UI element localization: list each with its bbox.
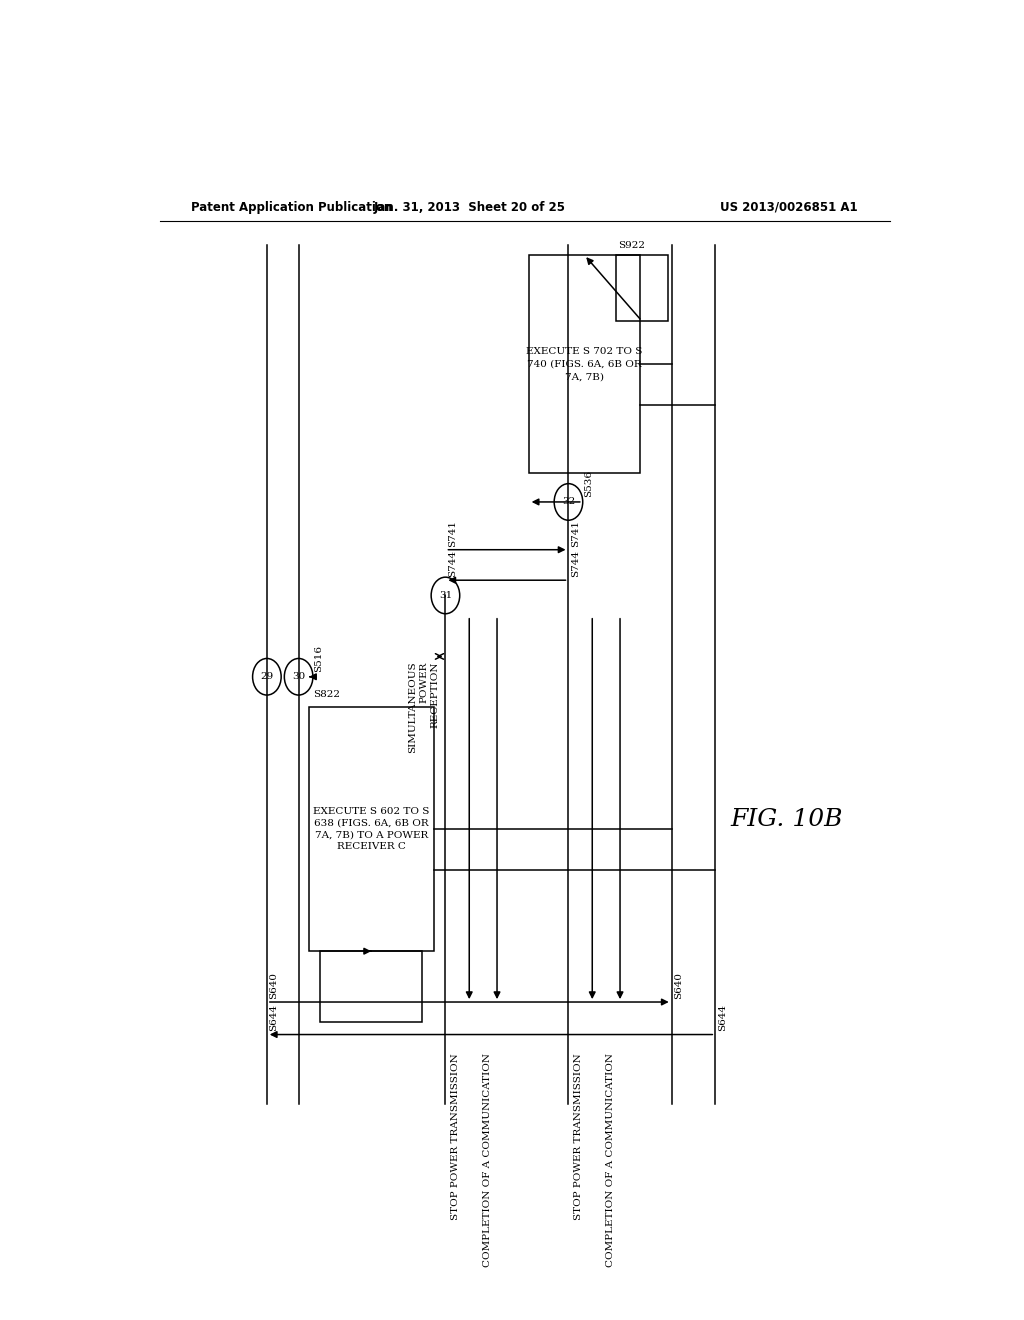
Text: S744: S744 bbox=[447, 550, 457, 577]
Text: 30: 30 bbox=[292, 672, 305, 681]
Text: S741: S741 bbox=[570, 520, 580, 546]
Text: Patent Application Publication: Patent Application Publication bbox=[191, 201, 393, 214]
Text: EXECUTE S 702 TO S
740 (FIGS. 6A, 6B OR
7A, 7B): EXECUTE S 702 TO S 740 (FIGS. 6A, 6B OR … bbox=[526, 347, 642, 381]
Text: 29: 29 bbox=[260, 672, 273, 681]
Text: US 2013/0026851 A1: US 2013/0026851 A1 bbox=[721, 201, 858, 214]
Text: STOP POWER TRANSMISSION: STOP POWER TRANSMISSION bbox=[452, 1053, 460, 1220]
Text: FIG. 10B: FIG. 10B bbox=[730, 808, 843, 830]
Text: 32: 32 bbox=[562, 498, 575, 507]
Text: STOP POWER TRANSMISSION: STOP POWER TRANSMISSION bbox=[574, 1053, 584, 1220]
Text: 31: 31 bbox=[439, 591, 452, 601]
Text: S640: S640 bbox=[269, 972, 279, 999]
Bar bbox=[309, 708, 433, 952]
Text: S644: S644 bbox=[718, 1005, 727, 1031]
Text: S922: S922 bbox=[618, 240, 645, 249]
Bar bbox=[321, 952, 422, 1022]
Text: Jan. 31, 2013  Sheet 20 of 25: Jan. 31, 2013 Sheet 20 of 25 bbox=[373, 201, 565, 214]
Text: EXECUTE S 602 TO S
638 (FIGS. 6A, 6B OR
7A, 7B) TO A POWER
RECEIVER C: EXECUTE S 602 TO S 638 (FIGS. 6A, 6B OR … bbox=[313, 807, 429, 851]
Text: S741: S741 bbox=[447, 520, 457, 546]
Text: COMPLETION OF A COMMUNICATION: COMPLETION OF A COMMUNICATION bbox=[483, 1053, 492, 1267]
Text: SIMULTANEOUS
POWER
RECEPTION: SIMULTANEOUS POWER RECEPTION bbox=[408, 661, 439, 754]
Bar bbox=[528, 255, 640, 474]
Text: COMPLETION OF A COMMUNICATION: COMPLETION OF A COMMUNICATION bbox=[606, 1053, 615, 1267]
Text: S536: S536 bbox=[585, 470, 593, 496]
Text: S640: S640 bbox=[674, 972, 683, 999]
Text: S644: S644 bbox=[269, 1005, 279, 1031]
Bar bbox=[616, 255, 668, 321]
Text: S516: S516 bbox=[314, 644, 324, 672]
Text: S822: S822 bbox=[313, 690, 340, 700]
Text: S744: S744 bbox=[570, 550, 580, 577]
